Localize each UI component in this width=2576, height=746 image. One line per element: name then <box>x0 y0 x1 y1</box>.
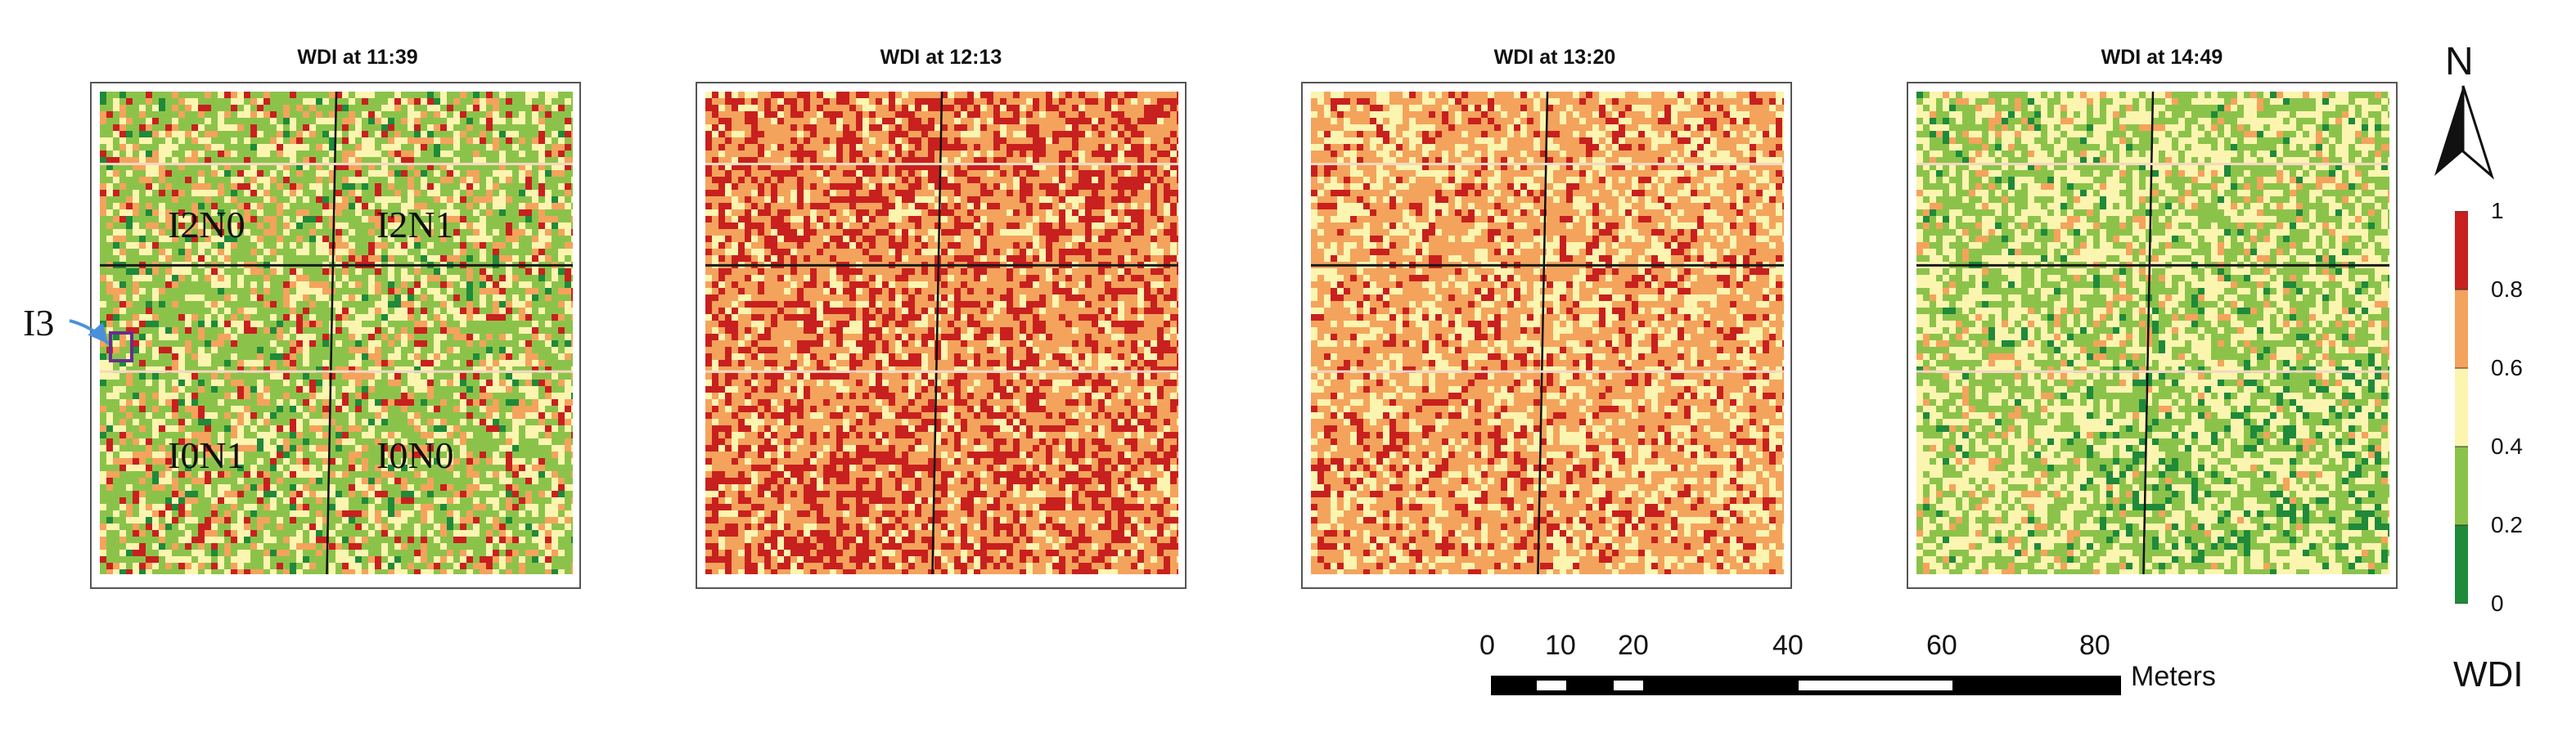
scale-segment-3 <box>1799 681 1952 690</box>
map-panel-2 <box>696 82 1187 589</box>
scale-unit: Meters <box>2131 661 2216 693</box>
wdi-raster-4 <box>1916 92 2389 574</box>
panel-title-4: WDI at 14:49 <box>1998 46 2326 70</box>
plot-divider <box>326 92 338 574</box>
legend-class-2 <box>2455 368 2468 447</box>
legend-class-1 <box>2455 447 2468 525</box>
scale-tick-20: 20 <box>1618 630 1649 662</box>
plot-label-i2n1: I2N1 <box>376 203 454 246</box>
panel-title-1: WDI at 11:39 <box>194 46 521 70</box>
scale-segment-1 <box>1537 681 1566 690</box>
plot-label-i2n0: I2N0 <box>168 203 245 246</box>
legend-tick-0.2: 0.2 <box>2491 512 2523 538</box>
scale-tick-40: 40 <box>1772 630 1804 662</box>
wdi-map-2 <box>705 92 1178 574</box>
plot-divider <box>931 92 943 574</box>
north-arrow-icon <box>2434 85 2495 180</box>
north-label: N <box>2445 39 2474 84</box>
wdi-raster-2 <box>705 92 1178 574</box>
legend-class-4 <box>2455 211 2468 290</box>
plot-divider <box>1537 92 1549 574</box>
wdi-map-3 <box>1311 92 1784 574</box>
legend-tick-1: 1 <box>2491 198 2504 224</box>
wdi-raster-1 <box>100 92 573 574</box>
map-panel-3 <box>1301 82 1792 589</box>
panel-title-3: WDI at 13:20 <box>1391 46 1718 70</box>
scale-segment-2 <box>1614 681 1643 690</box>
i3-arrow-icon <box>69 319 110 345</box>
legend-class-0 <box>2455 525 2468 604</box>
scale-tick-60: 60 <box>1926 630 1957 662</box>
legend-class-3 <box>2455 290 2468 368</box>
map-panel-1 <box>90 82 581 589</box>
wdi-legend-colorbar <box>2455 211 2468 604</box>
plot-divider <box>2142 92 2155 574</box>
panel-title-2: WDI at 12:13 <box>777 46 1105 70</box>
legend-tick-0.6: 0.6 <box>2491 355 2523 381</box>
wdi-raster-3 <box>1311 92 1784 574</box>
legend-tick-0: 0 <box>2491 591 2504 617</box>
scale-tick-10: 10 <box>1545 630 1576 662</box>
i3-marker-box <box>109 331 133 362</box>
legend-tick-0.8: 0.8 <box>2491 276 2523 303</box>
wdi-map-4 <box>1916 92 2389 574</box>
scale-tick-0: 0 <box>1479 630 1495 662</box>
plot-label-i0n1: I0N1 <box>168 434 245 477</box>
scale-bar <box>1491 676 2121 695</box>
map-panel-4 <box>1907 82 2398 589</box>
plot-label-i0n0: I0N0 <box>376 434 454 477</box>
i3-pointer <box>69 319 133 362</box>
wdi-map-1 <box>100 92 573 574</box>
legend-tick-0.4: 0.4 <box>2491 434 2523 460</box>
scale-tick-80: 80 <box>2079 630 2110 662</box>
plot-label-i3: I3 <box>23 301 54 344</box>
legend-title: WDI <box>2453 654 2524 695</box>
